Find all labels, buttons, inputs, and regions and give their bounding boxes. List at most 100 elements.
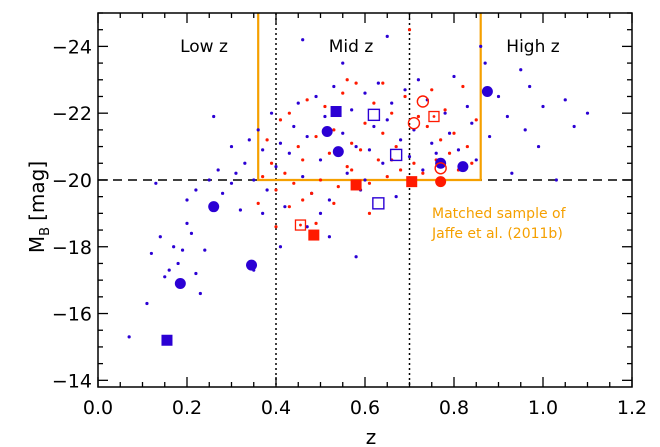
blue-dot-point (176, 261, 180, 266)
blue-dot-point (269, 111, 274, 115)
blue-dot-point (496, 94, 501, 99)
blue-dot-point (385, 34, 389, 38)
blue-dot-point (234, 171, 238, 175)
blue-dot-point (189, 231, 194, 235)
red-dot-point (278, 118, 283, 122)
x-tick-label: 0.2 (172, 397, 202, 419)
red-dot-point (407, 28, 412, 32)
blue-filled-circle-point (321, 126, 333, 138)
blue-filled-square-point (330, 106, 342, 118)
x-tick-label: 0.0 (83, 397, 113, 419)
y-tick-label: −18 (52, 237, 92, 259)
red-dot-point (443, 108, 447, 112)
blue-dot-point (301, 175, 305, 179)
blue-dot-point (363, 91, 367, 95)
red-dot-point (269, 161, 274, 165)
x-tick-label: 0.6 (350, 397, 380, 419)
red-dot-point (350, 141, 354, 145)
red-dot-point (381, 81, 385, 85)
blue-dot-point (265, 188, 269, 192)
blue-dot-point (198, 291, 202, 296)
red-dot-point (310, 191, 314, 195)
red-dot-point (416, 114, 420, 119)
blue-dot-point (283, 205, 287, 209)
red-dot-point (292, 181, 296, 185)
blue-dot-point (167, 268, 171, 272)
red-dot-point (332, 128, 336, 132)
blue-dot-point (470, 121, 474, 125)
blue-dot-point (318, 158, 323, 162)
region-label-low-z: Low z (180, 37, 228, 57)
red-dot-point (447, 151, 452, 155)
blue-dot-point (403, 88, 407, 92)
region-label-high-z: High z (506, 37, 559, 57)
x-axis-title: z (366, 425, 377, 447)
blue-dot-point (287, 151, 291, 155)
blue-dot-point (452, 74, 456, 79)
blue-dot-point (456, 148, 461, 152)
blue-open-square-point (389, 148, 403, 162)
red-dot-point (350, 168, 354, 172)
annotation-line-2: Jaffe et al. (2011b) (431, 226, 563, 242)
blue-dot-point (247, 138, 251, 142)
red-dot-point (341, 91, 345, 95)
y-axis-title-unit: [mag] (25, 161, 49, 221)
axis-ticks: 0.0 0.2 0.4 0.6 0.8 1.0 1.2 −24 −22 −20 −18 −16 −14 (52, 12, 647, 419)
red-dot-point (323, 104, 327, 109)
red-filled-square-point (308, 229, 320, 241)
blue-filled-circle-point (208, 201, 220, 213)
red-dot-point (399, 168, 403, 172)
red-dot-point (394, 144, 398, 149)
red-dot-point (474, 118, 478, 122)
red-dot-point (470, 161, 474, 165)
x-tick-label: 0.8 (439, 397, 469, 419)
red-dot-point (256, 201, 260, 205)
blue-dot-point (510, 171, 514, 175)
blue-dot-point (367, 148, 372, 152)
blue-dot-point (274, 165, 278, 169)
red-dot-point (430, 88, 434, 92)
y-tick-label: −16 (52, 304, 92, 326)
blue-dot-point (563, 98, 567, 102)
blue-dot-point (305, 134, 309, 139)
blue-dot-point (421, 168, 425, 172)
blue-filled-circle-point (246, 259, 258, 271)
red-dot-point (345, 78, 349, 82)
blue-dot-point (261, 211, 265, 215)
blue-dot-point (229, 181, 234, 185)
red-dot-point (336, 185, 340, 189)
blue-dot-point (305, 225, 309, 229)
blue-dot-point (145, 301, 149, 306)
blue-dot-point (327, 198, 331, 202)
red-dot-point (261, 175, 265, 179)
blue-dot-point (216, 168, 220, 172)
blue-dot-point (256, 128, 260, 132)
red-filled-square-point (350, 179, 362, 191)
red-dot-point (332, 201, 336, 205)
red-dot-point (403, 94, 407, 99)
blue-dot-point (385, 118, 389, 122)
blue-dot-point (399, 138, 403, 142)
y-tick-label: −22 (52, 103, 92, 125)
red-open-circle-point (434, 162, 447, 175)
blue-dot-point (221, 191, 225, 195)
blue-dot-point (185, 198, 189, 202)
blue-dot-point (318, 211, 323, 215)
red-dot-point (363, 121, 367, 125)
red-dot-point (287, 205, 291, 209)
blue-dot-point (443, 111, 447, 115)
blue-dot-point (332, 84, 336, 89)
blue-dot-point (390, 101, 394, 105)
blue-open-square-point (367, 108, 381, 122)
blue-dot-point (341, 61, 345, 65)
red-dot-point (314, 134, 318, 139)
blue-dot-point (207, 178, 211, 182)
blue-dot-point (474, 158, 478, 162)
red-filled-circle-point (435, 176, 447, 188)
red-dot-point (367, 211, 372, 215)
blue-dot-point (479, 44, 483, 48)
blue-dot-point (158, 235, 162, 239)
red-dot-point (421, 171, 425, 175)
red-dot-point (296, 144, 300, 149)
